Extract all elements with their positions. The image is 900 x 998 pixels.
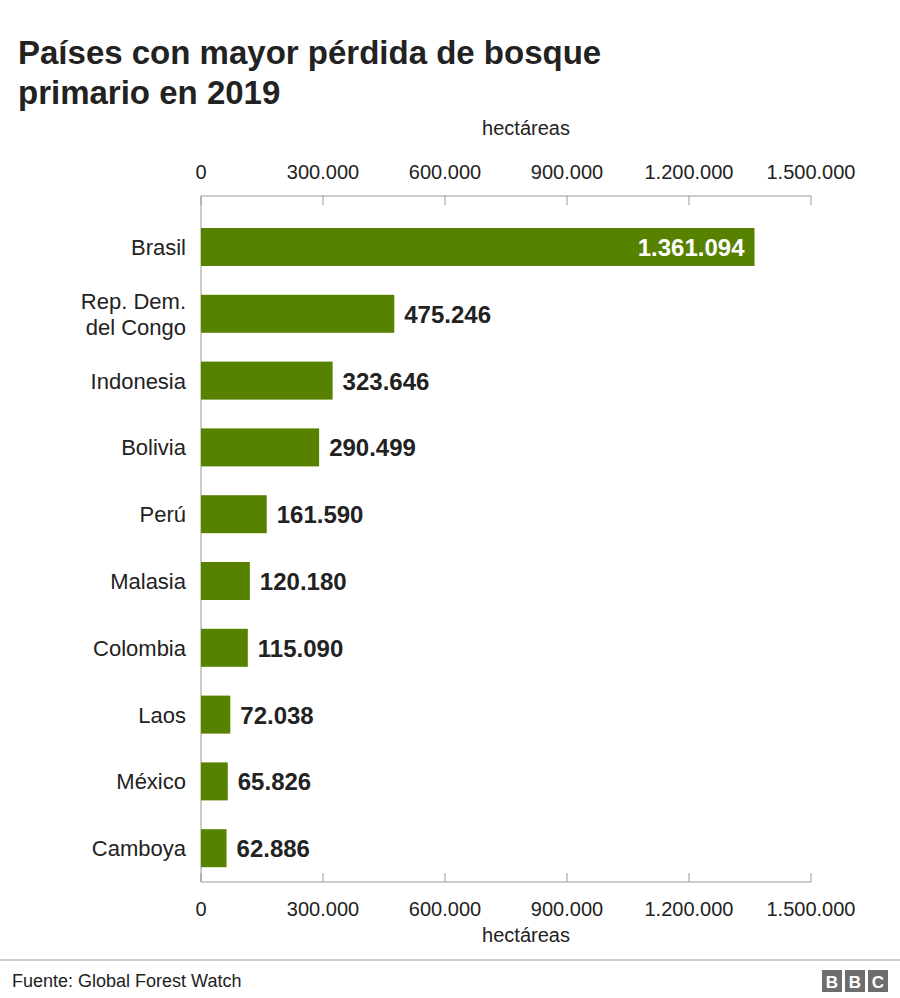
data-label: 120.180 [260,568,347,595]
bar [201,228,755,266]
axis-line [201,196,811,197]
category-label: México [116,769,186,794]
tick-mark [567,196,568,205]
category-label: Indonesia [91,369,187,394]
logo-letter: B [826,973,838,992]
category-label: Camboya [92,836,187,861]
axis-line [201,882,811,883]
category-label: Laos [138,703,186,728]
bar [201,629,248,667]
tick-label: 600.000 [409,898,481,920]
logo-letter: B [849,973,861,992]
axis-label: hectáreas [482,117,570,139]
data-label: 475.246 [404,301,491,328]
tick-mark [689,196,690,205]
data-label: 115.090 [258,635,343,662]
category-label: Bolivia [121,435,187,460]
bars [201,228,755,867]
data-label: 290.499 [329,434,416,461]
tick-mark [445,873,446,882]
tick-mark [567,873,568,882]
data-label: 323.646 [343,368,430,395]
data-label: 62.886 [237,835,310,862]
category-label: Colombia [93,636,187,661]
title: Países con mayor pérdida de bosqueprimar… [18,34,601,111]
tick-label: 600.000 [409,161,481,183]
category-label: Malasia [110,569,187,594]
tick-label: 0 [195,898,206,920]
tick-mark [445,196,446,205]
tick-mark [201,873,202,882]
tick-mark [201,196,202,205]
footer-rule [0,960,900,961]
logo-box [845,970,865,992]
tick-label: 1.500.000 [767,161,856,183]
logo-box [822,970,842,992]
logo-box [868,970,888,992]
chart: Países con mayor pérdida de bosqueprimar… [0,0,900,998]
tick-label: 900.000 [531,161,603,183]
tick-label: 1.500.000 [767,898,856,920]
source: Fuente: Global Forest Watch [12,971,241,991]
tick-mark [811,196,812,205]
tick-label: 0 [195,161,206,183]
logo: BBC [822,970,888,992]
tick-label: 1.200.000 [645,898,734,920]
bar [201,295,394,333]
bar [201,829,227,867]
category-label: Brasil [131,235,186,260]
tick-mark [689,873,690,882]
data-label: 72.038 [240,702,313,729]
category-label: Rep. Dem.del Congo [81,289,186,340]
bar [201,495,267,533]
tick-label: 300.000 [287,161,359,183]
tick-label: 300.000 [287,898,359,920]
data-label: 65.826 [238,768,311,795]
category-label: Perú [140,502,186,527]
tick-label: 1.200.000 [645,161,734,183]
bar [201,696,230,734]
bar [201,762,228,800]
tick-label: 900.000 [531,898,603,920]
bar [201,428,319,466]
data-label: 161.590 [277,501,364,528]
bar [201,362,333,400]
tick-mark [323,196,324,205]
tick-mark [323,873,324,882]
axis-label: hectáreas [482,924,570,946]
data-label: 1.361.094 [638,234,745,261]
tick-mark [811,873,812,882]
bar [201,562,250,600]
logo-letter: C [872,973,884,992]
